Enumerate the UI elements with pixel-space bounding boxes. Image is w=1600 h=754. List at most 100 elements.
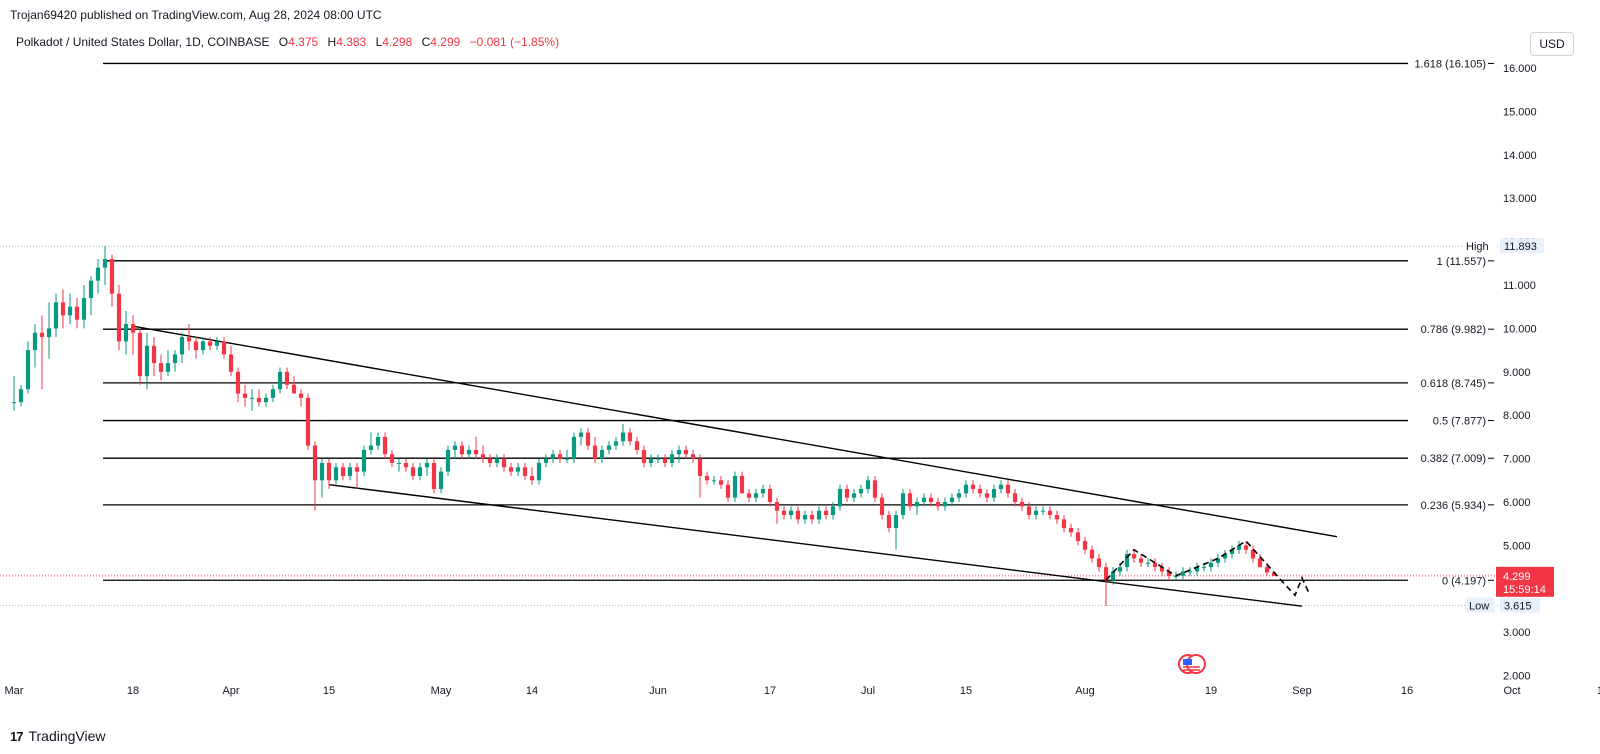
price-tick-label: 6.000 — [1503, 497, 1531, 509]
candle-body — [1040, 510, 1046, 512]
change-value: −0.081 (−1.85%) — [469, 35, 560, 49]
candle — [1229, 545, 1235, 559]
candle-body — [1061, 519, 1067, 529]
candle-body — [1250, 549, 1256, 559]
fib-level-lines: 1.618 (16.105) 1 (11.557) 0.786 (9.982) 0.6… — [0, 58, 1500, 607]
candle-body — [592, 445, 598, 459]
candle-body — [970, 484, 976, 489]
candle-body — [641, 449, 647, 463]
candle — [641, 445, 647, 468]
candle — [1215, 554, 1221, 568]
candle-body — [291, 384, 297, 394]
candle — [655, 454, 661, 463]
candle-body — [564, 458, 570, 460]
candle — [809, 510, 815, 524]
candle-body — [879, 497, 885, 516]
candle — [1033, 506, 1039, 520]
candle-body — [606, 445, 612, 450]
candle — [18, 384, 24, 407]
candle-body — [200, 341, 206, 351]
candle-body — [130, 324, 136, 333]
candle-body — [900, 493, 906, 516]
fib-level-label: 0.5 (7.877) — [1433, 416, 1486, 428]
tradingview-brand[interactable]: 17 TradingView — [10, 728, 106, 744]
candle — [942, 497, 948, 511]
candle — [144, 332, 150, 390]
candle-body — [144, 345, 150, 377]
candle-body — [935, 502, 941, 507]
candle-body — [1243, 545, 1249, 550]
high-label: High — [1466, 241, 1489, 253]
time-tick-label: 16 — [1401, 685, 1413, 697]
candle — [949, 493, 955, 507]
candle-body — [1159, 567, 1165, 572]
candle — [886, 510, 892, 533]
candle-body — [60, 302, 66, 316]
close-label: C — [421, 35, 431, 49]
candle-body — [732, 475, 738, 498]
candle — [1019, 497, 1025, 511]
price-tick-label: 14.000 — [1503, 150, 1537, 162]
candle — [571, 432, 577, 463]
projection-line — [1105, 540, 1310, 597]
candle — [200, 337, 206, 355]
candle-body — [473, 449, 479, 455]
candle — [39, 315, 45, 390]
candle-body — [284, 371, 290, 385]
candle — [585, 428, 591, 450]
candle — [739, 471, 745, 494]
candle-body — [501, 458, 507, 468]
price-tick-label: 7.000 — [1503, 454, 1531, 466]
candle — [326, 458, 332, 489]
candle-body — [326, 462, 332, 481]
candle-body — [340, 467, 346, 476]
candle-body — [263, 397, 269, 403]
high-value: 11.893 — [1504, 241, 1537, 253]
candle-body — [1110, 571, 1116, 581]
candle-body — [914, 502, 920, 507]
candle-body — [179, 337, 185, 355]
candle-body — [1068, 528, 1074, 533]
candle — [774, 497, 780, 524]
candle — [487, 454, 493, 468]
candle-body — [977, 488, 983, 494]
event-icon[interactable] — [1178, 654, 1206, 674]
candle — [333, 462, 339, 485]
candle — [1250, 545, 1256, 563]
currency-button[interactable]: USD — [1530, 32, 1574, 56]
candle — [935, 497, 941, 511]
candle — [837, 484, 843, 511]
candle — [921, 493, 927, 507]
candle-body — [165, 363, 171, 372]
candle — [627, 428, 633, 446]
time-tick-label: Jun — [649, 685, 667, 697]
candle — [900, 488, 906, 520]
candle — [620, 423, 626, 446]
candle-body — [795, 510, 801, 520]
candle-body — [634, 441, 640, 450]
candle-body — [585, 432, 591, 446]
candle — [690, 449, 696, 463]
candle-body — [424, 462, 430, 468]
candle-body — [466, 449, 472, 455]
candles — [11, 245, 1277, 607]
candle — [501, 454, 507, 472]
candle — [151, 337, 157, 377]
candle-body — [886, 515, 892, 529]
candle-body — [172, 354, 178, 364]
candle — [291, 376, 297, 394]
candle-body — [1180, 571, 1186, 576]
candle-body — [949, 497, 955, 502]
candle — [1138, 554, 1144, 568]
candle — [858, 484, 864, 498]
candle-body — [1124, 554, 1130, 568]
candle-body — [1096, 558, 1102, 568]
candle-body — [410, 467, 416, 476]
candle — [914, 497, 920, 516]
candle — [284, 367, 290, 390]
candle-body — [305, 397, 311, 446]
high-label-bg — [1462, 238, 1496, 254]
open-label: O — [278, 35, 289, 49]
candle-body — [74, 306, 80, 320]
